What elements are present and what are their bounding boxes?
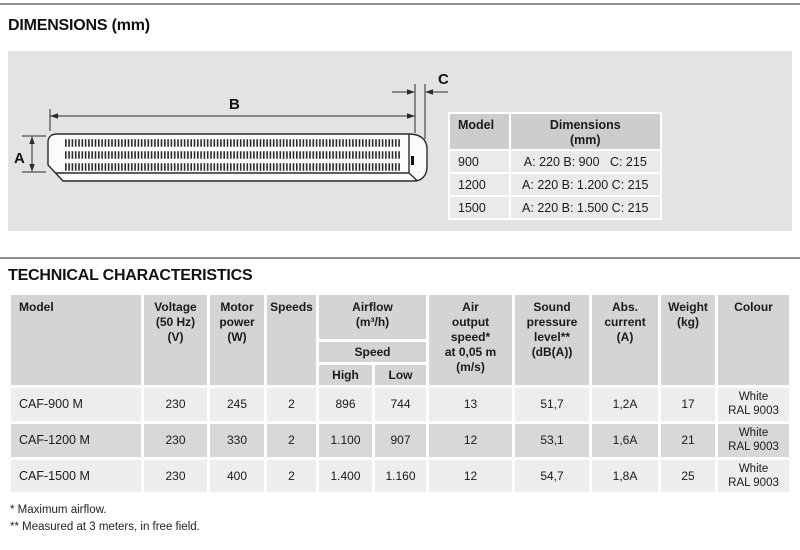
cell-colour: White RAL 9003 xyxy=(718,423,790,457)
dim-values-900: A: 220 B: 900 C: 215 xyxy=(510,151,660,172)
dimensions-table: Model Dimensions (mm) 900 A: 220 B: 900 … xyxy=(448,112,662,220)
cell-speeds: 2 xyxy=(267,423,316,457)
cell-air-output-speed: 13 xyxy=(429,388,513,421)
tech-header-abs-current: Abs. current (A) xyxy=(592,295,659,385)
dim-b-left-arrow-icon xyxy=(50,113,58,119)
cell-weight: 25 xyxy=(661,459,716,493)
dim-table-row: 900 A: 220 B: 900 C: 215 xyxy=(450,151,660,172)
tech-header-colour: Colour xyxy=(718,295,790,385)
cell-voltage: 230 xyxy=(144,459,207,493)
cell-airflow-high: 896 xyxy=(319,388,372,421)
unit-corner-bevel xyxy=(408,172,418,182)
cell-airflow-low: 907 xyxy=(375,423,427,457)
dim-header-model: Model xyxy=(450,114,509,149)
cell-motor-power: 330 xyxy=(210,423,264,457)
cell-voltage: 230 xyxy=(144,388,207,421)
tech-row-caf-900: CAF-900 M 230 245 2 896 744 13 51,7 1,2A… xyxy=(11,388,790,421)
cell-colour: White RAL 9003 xyxy=(718,459,790,493)
cell-weight: 21 xyxy=(661,423,716,457)
cell-speeds: 2 xyxy=(267,459,316,493)
dimensions-heading: DIMENSIONS (mm) xyxy=(8,17,150,34)
tech-header-row-3: High Low xyxy=(11,365,789,385)
tech-header-weight: Weight (kg) xyxy=(661,295,716,385)
cell-abs-current: 1,8A xyxy=(592,459,659,493)
dimension-a-label: A xyxy=(14,150,25,167)
dim-c-right-arrow-icon xyxy=(425,89,433,95)
cell-voltage: 230 xyxy=(144,423,207,457)
footnote-measured: ** Measured at 3 meters, in free field. xyxy=(10,520,200,533)
tech-row-caf-1200: CAF-1200 M 230 330 2 1.100 907 12 53,1 1… xyxy=(11,423,790,457)
power-switch xyxy=(411,156,414,165)
tech-header-model: Model xyxy=(11,295,141,385)
cell-motor-power: 400 xyxy=(210,459,264,493)
cell-model: CAF-1200 M xyxy=(11,423,141,457)
cell-sound-pressure: 54,7 xyxy=(515,459,590,493)
cell-abs-current: 1,2A xyxy=(592,388,659,421)
footnotes: * Maximum airflow. ** Measured at 3 mete… xyxy=(10,502,800,535)
tech-header-row-2: Speed xyxy=(11,342,789,362)
dim-a-up-arrow-icon xyxy=(29,136,35,144)
technical-characteristics-table: Model Voltage (50 Hz) (V) Motor power (W… xyxy=(8,292,793,496)
tech-header-low: Low xyxy=(375,365,427,385)
cell-speeds: 2 xyxy=(267,388,316,421)
dim-table-row: 1200 A: 220 B: 1.200 C: 215 xyxy=(450,174,660,195)
dim-values-1200: A: 220 B: 1.200 C: 215 xyxy=(510,174,660,195)
dim-c-left-arrow-icon xyxy=(407,89,415,95)
tech-header-air-output-speed: Air output speed* at 0,05 m (m/s) xyxy=(429,295,513,385)
cell-weight: 17 xyxy=(661,388,716,421)
cell-airflow-low: 744 xyxy=(375,388,427,421)
dimension-b-label: B xyxy=(229,96,240,113)
cell-sound-pressure: 51,7 xyxy=(515,388,590,421)
cell-airflow-high: 1.100 xyxy=(319,423,372,457)
cell-air-output-speed: 12 xyxy=(429,423,513,457)
cell-model: CAF-900 M xyxy=(11,388,141,421)
tech-header-high: High xyxy=(319,365,372,385)
tech-header-motor-power: Motor power (W) xyxy=(210,295,264,385)
cell-airflow-low: 1.160 xyxy=(375,459,427,493)
dim-model-900: 900 xyxy=(450,151,509,172)
cell-airflow-high: 1.400 xyxy=(319,459,372,493)
cell-motor-power: 245 xyxy=(210,388,264,421)
dim-model-1500: 1500 xyxy=(450,197,509,218)
dim-table-row: 1500 A: 220 B: 1.500 C: 215 xyxy=(450,197,660,218)
dim-values-1500: A: 220 B: 1.500 C: 215 xyxy=(510,197,660,218)
dimension-c-label: C xyxy=(438,71,448,88)
tech-header-row-1: Model Voltage (50 Hz) (V) Motor power (W… xyxy=(11,295,790,385)
dim-table-header-row: Model Dimensions (mm) xyxy=(450,114,660,149)
tech-row-caf-1500: CAF-1500 M 230 400 2 1.400 1.160 12 54,7… xyxy=(11,459,790,493)
dimensions-panel: B C A Model Dimensions (mm) xyxy=(8,51,792,231)
tech-header-sound-pressure: Sound pressure level** (dB(A)) xyxy=(515,295,590,385)
cell-model: CAF-1500 M xyxy=(11,459,141,493)
air-curtain-diagram: B C A xyxy=(14,71,448,182)
dim-b-right-arrow-icon xyxy=(407,113,415,119)
top-rule xyxy=(0,3,800,5)
footnote-max-airflow: * Maximum airflow. xyxy=(10,504,107,517)
cell-abs-current: 1,6A xyxy=(592,423,659,457)
tech-header-airflow: Airflow (m³/h) xyxy=(319,295,427,339)
dim-a-down-arrow-icon xyxy=(29,164,35,172)
tech-header-speeds: Speeds xyxy=(267,295,316,385)
section-rule xyxy=(0,257,800,259)
tech-header-speed: Speed xyxy=(319,342,427,362)
cell-air-output-speed: 12 xyxy=(429,459,513,493)
technical-heading: TECHNICAL CHARACTERISTICS xyxy=(8,267,253,284)
dim-header-dimensions: Dimensions (mm) xyxy=(510,114,660,149)
cell-sound-pressure: 53,1 xyxy=(515,423,590,457)
cell-colour: White RAL 9003 xyxy=(718,388,790,421)
dim-model-1200: 1200 xyxy=(450,174,509,195)
tech-header-voltage: Voltage (50 Hz) (V) xyxy=(144,295,207,385)
